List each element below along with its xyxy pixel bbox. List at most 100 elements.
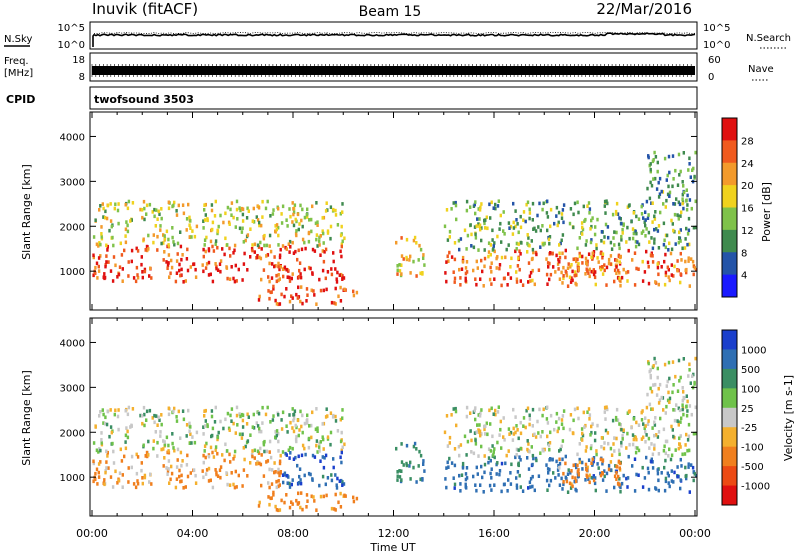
velocity-cell [307, 436, 311, 441]
power-cell [645, 249, 648, 254]
power-cell [681, 246, 684, 251]
power-cell [670, 247, 674, 252]
velocity-cell [140, 414, 144, 418]
velocity-cell [531, 474, 534, 479]
power-cell [228, 246, 231, 251]
velocity-cell [110, 430, 113, 435]
velocity-cell [658, 398, 662, 402]
power-cell [236, 217, 239, 221]
velocity-cell [541, 413, 544, 418]
power-cell [202, 247, 205, 252]
velocity-cell [141, 421, 144, 426]
velocity-cell [295, 425, 298, 430]
velocity-cell [677, 423, 680, 427]
power-cell [616, 276, 620, 280]
velocity-cell [319, 494, 323, 499]
velocity-cell [607, 441, 610, 446]
velocity-cell [488, 408, 491, 413]
power-cell [619, 283, 622, 288]
velocity-cell [465, 476, 469, 480]
velocity-cell [329, 442, 332, 447]
power-cell [594, 282, 597, 287]
power-cell [159, 228, 162, 232]
power-cell [419, 247, 423, 252]
power-cell [555, 253, 558, 258]
power-cell [211, 279, 215, 284]
power-cell [445, 260, 448, 264]
power-cell [558, 255, 562, 260]
velocity-cell [574, 476, 577, 480]
velocity-cell [548, 447, 551, 452]
velocity-cell [453, 482, 457, 487]
velocity-cell [180, 463, 183, 468]
power-cell [336, 270, 339, 275]
velocity-cell [483, 462, 487, 467]
power-cell [136, 273, 139, 277]
power-cell [288, 275, 291, 280]
power-cell [244, 238, 247, 243]
power-cell [167, 206, 171, 211]
velocity-cell [335, 483, 338, 487]
velocity-cell [676, 389, 680, 393]
velocity-cell [673, 408, 677, 412]
velocity-cell [233, 454, 236, 459]
velocity-cell [515, 476, 518, 480]
power-cell [484, 226, 487, 230]
power-cell [492, 247, 495, 251]
velocity-cell [497, 405, 500, 409]
power-cell [142, 199, 146, 204]
power-cell [473, 225, 477, 229]
velocity-cell [112, 449, 115, 454]
power-cell [568, 221, 572, 226]
velocity-cell [446, 460, 449, 465]
power-cell [547, 237, 551, 242]
velocity-cell [585, 445, 588, 449]
velocity-cell [475, 465, 478, 470]
velocity-cell [620, 440, 623, 445]
power-cell [493, 241, 496, 245]
noise-right-tick-top: 10^5 [703, 23, 730, 34]
power-cell [211, 227, 214, 232]
power-cell [182, 280, 185, 284]
power-cell [545, 211, 549, 215]
power-cell [272, 287, 275, 291]
power-cell [216, 231, 219, 236]
velocity-cell [568, 481, 572, 486]
power-cell [336, 223, 340, 227]
power-cell [352, 289, 355, 294]
power-cell [274, 224, 277, 228]
velocity-cell [262, 474, 266, 478]
power-cell [642, 216, 645, 220]
power-cell [319, 253, 322, 257]
power-cell [653, 217, 657, 221]
velocity-cell [507, 449, 510, 453]
power-cell [489, 252, 492, 257]
power-cell [259, 256, 263, 261]
power-cell [604, 222, 608, 227]
power-cell [202, 226, 205, 230]
power-cell [305, 287, 309, 291]
velocity-cell [251, 425, 254, 429]
velocity-cell [444, 477, 447, 481]
velocity-cell [269, 455, 273, 460]
power-cell [479, 205, 482, 210]
velocity-cell [595, 452, 598, 457]
velocity-cell [635, 472, 638, 477]
power-cell [338, 273, 341, 277]
velocity-cell [237, 473, 240, 478]
velocity-cell [458, 473, 461, 478]
power-cell [104, 209, 107, 214]
time-tick-label: 00:00 [76, 527, 108, 540]
velocity-cell [99, 410, 102, 414]
velocity-cell [109, 425, 113, 429]
power-cell [666, 265, 669, 270]
power-cell [143, 206, 146, 211]
power-cell [641, 279, 645, 283]
power-cell [636, 240, 639, 244]
velocity-cell [568, 427, 572, 432]
velocity-colorbar-label-text: Velocity [m s-1] [782, 375, 795, 461]
power-cell [663, 156, 667, 161]
velocity-cell [277, 484, 280, 489]
velocity-cell [127, 480, 130, 484]
power-cell [310, 229, 313, 234]
